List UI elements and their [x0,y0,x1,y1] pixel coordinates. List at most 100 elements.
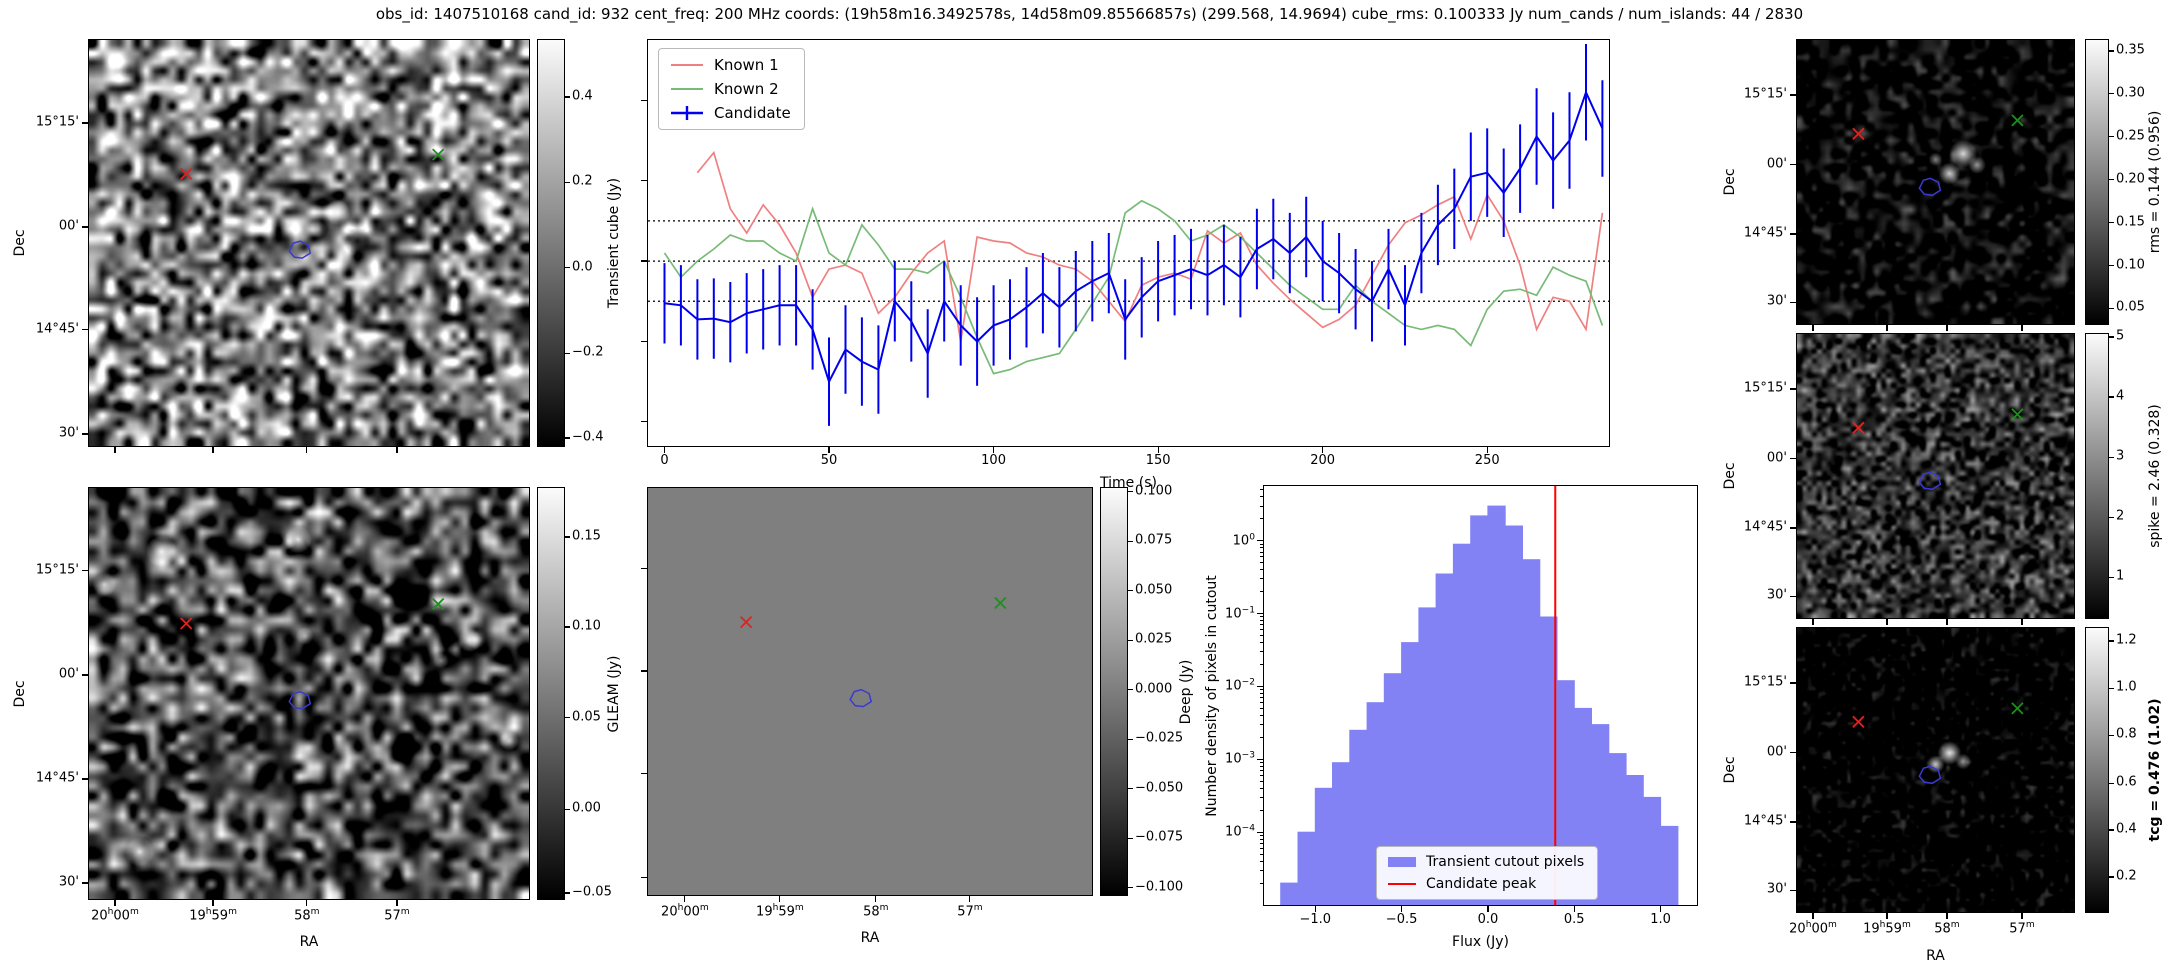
colorbar-tick-label: 0.050 [1135,582,1173,598]
histogram-bar [1660,825,1679,905]
axis-tick [2109,396,2114,398]
axis-tick [641,670,647,672]
axis-tick [828,447,830,453]
dec-tick-label: 15°15' [1743,86,1787,102]
dec-axis-label: Dec [1721,756,1738,784]
axis-tick [1259,616,1263,618]
series-candidate [664,89,1604,385]
candidate-contour [1918,471,1942,491]
axis-tick [1812,913,1814,919]
dec-tick-label: 00' [1766,450,1787,466]
ra-tick-label: 20h00m [91,907,139,924]
histogram-bar [1332,762,1351,905]
axis-tick [1790,233,1796,235]
ra-tick-label: 58m [294,907,320,924]
axis-tick [2021,619,2023,625]
gleam-cutout-image [89,488,529,899]
ra-tick-label: 19h59m [189,907,237,924]
transient_cube-colorbar [537,39,565,447]
axis-tick [2109,136,2114,138]
colorbar-tick-label: 0.100 [1135,483,1173,499]
axis-tick [1259,853,1263,855]
gleam-colorbar-label: GLEAM (Jy) [605,655,622,732]
histogram-bar [1314,787,1334,905]
axis-tick [1259,809,1263,811]
axis-tick [82,778,88,780]
axis-tick [2109,93,2114,95]
axis-tick [2109,264,2114,267]
axis-tick [1128,590,1133,592]
known2-x-marker [2011,408,2024,421]
known1-x-marker [739,616,753,629]
axis-tick [1259,569,1263,571]
flux-tick-label: 0.5 [1563,912,1585,927]
rms-colorbar-label: rms = 0.144 (0.956) [2146,110,2163,254]
flux-tick-label: −0.5 [1385,912,1418,927]
axis-tick [1812,619,1814,625]
known1-x-marker [180,617,193,630]
legend-label: Known 1 [714,56,779,74]
axis-tick [641,421,647,423]
spike-image-panel [1796,333,2075,619]
axis-tick [565,437,570,439]
histogram-bar [1608,753,1627,905]
axis-tick [1257,831,1263,833]
axis-tick [396,900,398,906]
colorbar-tick-label: 0.6 [2116,774,2137,790]
legend-glyph-icon [671,88,703,90]
light-curve-plot [648,44,1609,426]
dec-tick-label: 14°45' [1743,519,1787,535]
axis-tick [1259,780,1263,782]
ra-tick-label: 20h00m [661,903,709,920]
candidate-contour [288,690,312,710]
time-tick-label: 150 [1145,453,1171,468]
axis-tick [565,892,570,894]
axis-tick [1259,697,1263,699]
histogram-bar [1349,729,1368,905]
axis-tick [641,260,647,262]
ra-axis-label: RA [299,934,319,950]
time-tick-label: 0 [660,453,669,468]
axis-tick [1886,619,1888,625]
axis-tick [1259,505,1263,507]
gleam-image-panel [88,487,530,900]
ra-tick-label: 58m [1934,920,1960,937]
colorbar-tick-label: 0.025 [1135,631,1173,647]
flux-tick-label: 1.0 [1650,912,1671,927]
known2-x-marker [2011,114,2024,127]
axis-tick [1257,613,1263,615]
ra-axis-label: RA [860,930,880,946]
axis-tick [2109,456,2114,458]
axis-tick [1259,578,1263,580]
gleam-colorbar [537,487,565,900]
histogram-bar [1280,882,1299,905]
ra-axis-label: RA [1926,948,1945,960]
axis-tick [1128,887,1133,889]
axis-tick [1259,834,1263,836]
colorbar-tick-label: 1.0 [2116,680,2137,696]
axis-tick [1790,388,1796,390]
known1-x-marker [1852,715,1865,728]
colorbar-tick-label: 0.2 [572,173,593,189]
known2-x-marker [994,596,1007,610]
spike-colorbar [2085,333,2109,619]
known1-x-marker [1852,127,1865,140]
axis-tick [1790,301,1796,303]
axis-tick [1790,527,1796,529]
legend-glyph-icon [1388,857,1416,867]
axis-tick [1259,489,1263,491]
axis-tick [1259,689,1263,691]
sky-markers-overlay [1852,114,2024,197]
axis-tick [1659,906,1662,912]
dec-tick-label: 14°45' [1743,225,1787,241]
colorbar-tick-label: 0.05 [2116,299,2145,315]
sky-markers-overlay [1852,408,2024,491]
legend-glyph-icon [671,64,703,66]
axis-tick [1257,540,1263,542]
axis-tick [114,900,116,906]
axis-tick [1487,906,1489,912]
axis-tick [969,896,971,902]
legend-item: Candidate peak [1387,876,1584,892]
axis-tick [82,433,88,435]
legend-item: Transient cutout pixels [1387,854,1584,870]
